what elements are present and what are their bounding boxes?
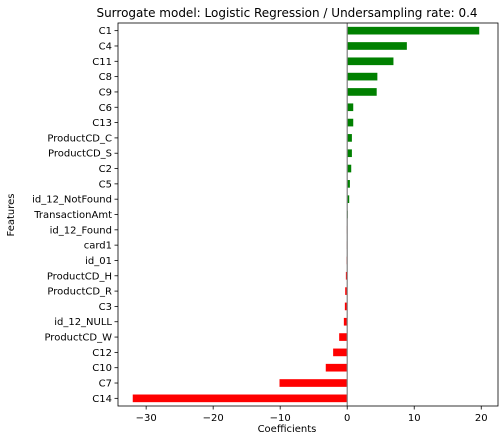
- x-tick-label: −20: [203, 413, 224, 424]
- bar-C4: [347, 42, 407, 50]
- bars-group: [132, 26, 480, 403]
- y-tick-label: C2: [99, 164, 112, 175]
- bar-id_12_NotFound: [347, 195, 350, 204]
- x-tick-label: −10: [270, 413, 291, 424]
- bar-C5: [347, 180, 350, 188]
- y-tick-label: C1: [99, 26, 112, 37]
- y-tick-label: C5: [99, 179, 112, 190]
- y-tick-label: id_01: [85, 256, 112, 267]
- plot-frame: [117, 22, 499, 407]
- y-tick-label: ProductCD_R: [47, 287, 112, 298]
- x-tick-label: 20: [475, 413, 488, 424]
- bar-id_12_NULL: [343, 317, 348, 326]
- bar-C9: [347, 88, 377, 96]
- y-tick-label: C14: [92, 394, 112, 405]
- y-tick-label: C3: [99, 302, 112, 313]
- y-tick-label: ProductCD_W: [44, 333, 112, 344]
- bar-C3: [344, 302, 348, 311]
- y-axis-label: Features: [6, 194, 17, 237]
- bar-ProductCD_R: [345, 287, 348, 295]
- bar-C7: [279, 379, 348, 387]
- y-tick-label: id_12_Found: [50, 225, 112, 236]
- bar-C6: [347, 103, 354, 112]
- y-tick-label: C8: [99, 72, 112, 83]
- bar-C13: [347, 118, 354, 127]
- x-tick-label: 10: [408, 413, 421, 424]
- bar-ProductCD_H: [345, 271, 348, 280]
- bar-C12: [333, 348, 348, 357]
- y-tick-label: C6: [99, 103, 112, 114]
- bar-ProductCD_W: [339, 333, 348, 341]
- y-tick-label: C10: [92, 363, 112, 374]
- y-tick-label: id_12_NotFound: [32, 195, 112, 206]
- y-tick-label: C7: [99, 379, 112, 390]
- y-tick-label: card1: [84, 241, 112, 252]
- bar-C2: [347, 164, 352, 173]
- bar-ProductCD_S: [347, 149, 352, 158]
- bar-C1: [347, 26, 480, 35]
- y-tick-label: id_12_NULL: [54, 317, 112, 328]
- bar-C11: [347, 57, 394, 66]
- x-axis-ticks: −30 −20 −10 0 10 20: [136, 406, 488, 424]
- y-tick-label: C4: [99, 41, 112, 52]
- bar-C14: [132, 394, 348, 403]
- chart-title: Surrogate model: Logistic Regression / U…: [96, 6, 477, 20]
- x-tick-label: −30: [136, 413, 157, 424]
- x-tick-label: 0: [344, 413, 350, 424]
- x-axis-label: Coefficients: [258, 424, 317, 435]
- y-axis-ticks: C1 C4 C11 C8 C9 C6 C13 ProductCD_C ProductCD_S C2…: [32, 26, 118, 405]
- y-tick-label: ProductCD_H: [47, 271, 112, 282]
- bar-C10: [325, 363, 348, 372]
- y-tick-label: C12: [92, 348, 112, 359]
- bar-C8: [347, 72, 378, 81]
- y-tick-label: ProductCD_C: [47, 133, 112, 144]
- y-tick-label: TransactionAmt: [33, 210, 112, 221]
- bar-ProductCD_C: [347, 134, 352, 142]
- y-tick-label: C9: [99, 87, 112, 98]
- y-tick-label: C13: [92, 118, 112, 129]
- y-tick-label: ProductCD_S: [48, 149, 112, 160]
- y-tick-label: C11: [92, 57, 112, 68]
